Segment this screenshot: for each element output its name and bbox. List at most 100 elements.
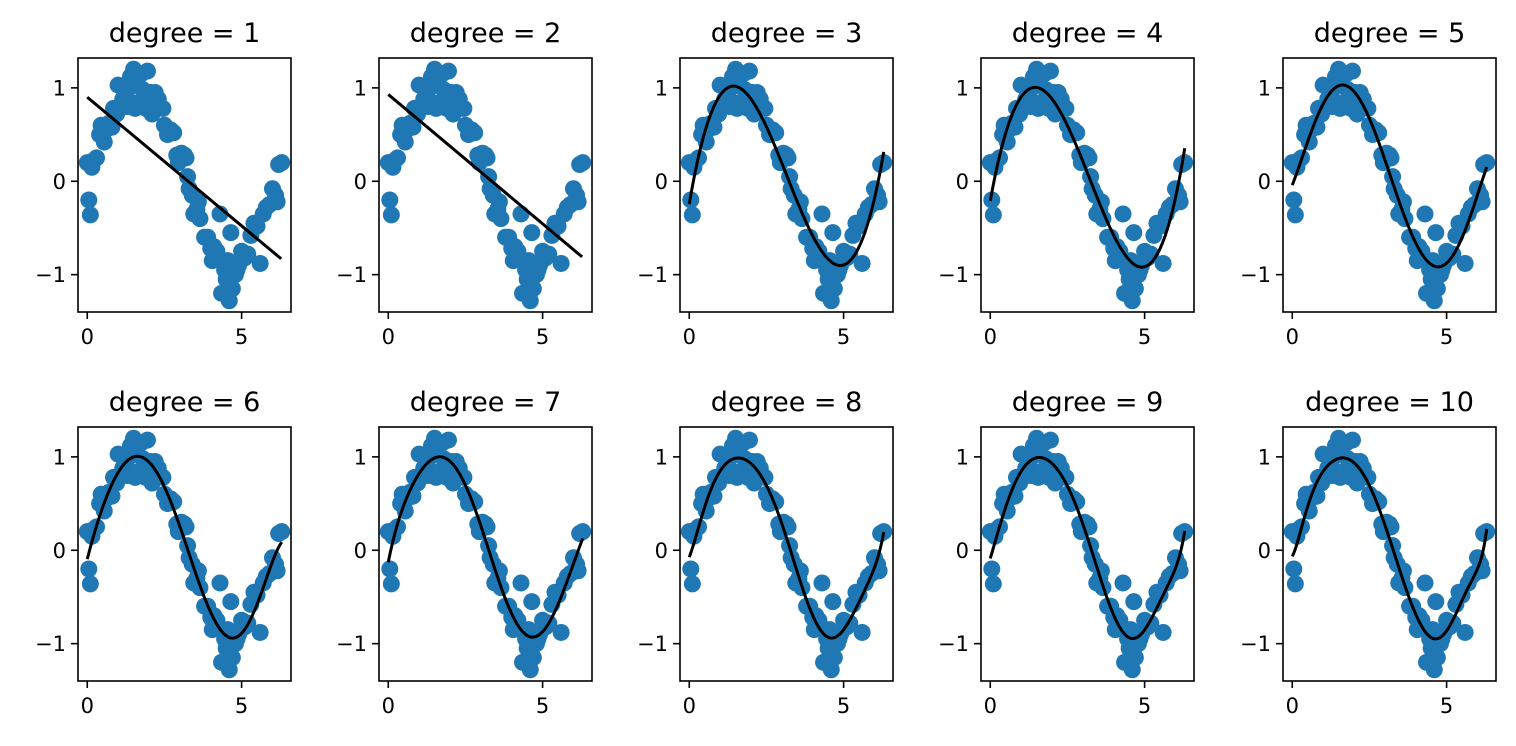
plot-area xyxy=(78,60,291,310)
subplot-title: degree = 5 xyxy=(1314,18,1466,49)
y-tick-label: −1 xyxy=(35,632,66,656)
x-tick-label: 0 xyxy=(382,325,395,349)
data-point xyxy=(1114,574,1132,592)
fit-line xyxy=(687,456,886,640)
x-tick-label: 5 xyxy=(235,325,248,349)
plot-area xyxy=(680,60,893,310)
subplot-degree-7: degree = 7 0 5 −1 0 1 xyxy=(336,387,593,718)
data-point xyxy=(177,149,195,167)
y-tick-label: −1 xyxy=(637,263,668,287)
data-point xyxy=(1126,280,1144,298)
data-point xyxy=(552,623,570,641)
y-tick-label: 0 xyxy=(354,170,367,194)
data-point xyxy=(524,280,542,298)
subplot-title: degree = 6 xyxy=(109,387,261,418)
x-tick-label: 0 xyxy=(1286,694,1299,718)
y-tick-label: 0 xyxy=(956,539,969,563)
data-point xyxy=(1041,431,1059,449)
data-point xyxy=(683,575,701,593)
x-tick-label: 0 xyxy=(81,325,94,349)
x-tick-label: 5 xyxy=(1440,325,1453,349)
plot-area xyxy=(1283,60,1496,310)
data-point xyxy=(382,575,400,593)
y-tick-label: 0 xyxy=(655,170,668,194)
data-point xyxy=(682,560,700,578)
x-tick-label: 5 xyxy=(837,694,850,718)
data-point xyxy=(1286,575,1304,593)
subplot-degree-9: degree = 9 0 5 −1 0 1 xyxy=(938,387,1195,718)
data-point xyxy=(813,205,831,223)
subplot-degree-8: degree = 8 0 5 −1 0 1 xyxy=(637,387,894,718)
fit-line xyxy=(386,455,585,639)
data-point xyxy=(1286,206,1304,224)
x-tick-label: 0 xyxy=(984,694,997,718)
data-point xyxy=(223,280,241,298)
data-point xyxy=(705,118,723,136)
y-tick-label: −1 xyxy=(938,632,969,656)
data-point xyxy=(389,149,407,167)
data-point xyxy=(1456,623,1474,641)
subplot-title: degree = 7 xyxy=(410,387,562,418)
data-point xyxy=(381,560,399,578)
x-tick-label: 0 xyxy=(683,694,696,718)
axes-frame xyxy=(378,426,593,682)
data-point xyxy=(80,560,98,578)
x-tick-label: 0 xyxy=(382,694,395,718)
y-tick-label: 0 xyxy=(655,539,668,563)
plot-area xyxy=(1283,429,1496,679)
data-point xyxy=(1428,280,1446,298)
data-point xyxy=(825,649,843,667)
y-tick-label: −1 xyxy=(336,632,367,656)
x-tick-label: 0 xyxy=(1286,325,1299,349)
subplot-degree-4: degree = 4 0 5 −1 0 1 xyxy=(938,18,1195,349)
data-point xyxy=(1343,431,1361,449)
data-point xyxy=(875,523,893,541)
data-point xyxy=(154,99,172,117)
x-tick-label: 5 xyxy=(1138,325,1151,349)
axes-frame xyxy=(679,426,894,682)
data-point xyxy=(984,575,1002,593)
axes-frame xyxy=(1282,57,1497,313)
data-point xyxy=(740,431,758,449)
data-point xyxy=(824,224,842,242)
data-point xyxy=(1416,205,1434,223)
y-tick-label: 0 xyxy=(1258,170,1271,194)
data-point xyxy=(1285,191,1303,209)
data-point xyxy=(524,649,542,667)
data-point xyxy=(492,210,510,228)
fit-line xyxy=(988,85,1187,269)
fit-line xyxy=(988,455,1187,641)
fit-line xyxy=(387,93,584,259)
data-point xyxy=(1041,62,1059,80)
y-tick-label: −1 xyxy=(35,263,66,287)
y-tick-label: 0 xyxy=(354,539,367,563)
y-tick-label: 0 xyxy=(53,170,66,194)
x-tick-label: 5 xyxy=(1138,694,1151,718)
axes-frame xyxy=(980,57,1195,313)
data-point xyxy=(1427,593,1445,611)
data-point xyxy=(251,623,269,641)
y-tick-label: 0 xyxy=(956,170,969,194)
data-point xyxy=(1428,649,1446,667)
data-point xyxy=(683,206,701,224)
subplot-degree-2: degree = 2 0 5 −1 0 1 xyxy=(336,18,593,349)
data-point xyxy=(1285,560,1303,578)
data-point xyxy=(273,154,291,172)
data-point xyxy=(853,623,871,641)
axes-frame xyxy=(378,57,593,313)
data-point xyxy=(1126,649,1144,667)
y-tick-label: 1 xyxy=(1258,445,1271,469)
x-tick-label: 5 xyxy=(837,325,850,349)
data-point xyxy=(211,574,229,592)
y-tick-label: −1 xyxy=(637,632,668,656)
subplot-degree-3: degree = 3 0 5 −1 0 1 xyxy=(637,18,894,349)
fit-line xyxy=(85,454,283,640)
plot-area xyxy=(981,60,1194,310)
axes-frame xyxy=(1282,426,1497,682)
data-point xyxy=(80,191,98,209)
data-point xyxy=(191,210,209,228)
subplot-degree-10: degree = 10 0 5 −1 0 1 xyxy=(1240,387,1497,718)
y-tick-label: 1 xyxy=(956,76,969,100)
y-tick-label: 1 xyxy=(354,76,367,100)
